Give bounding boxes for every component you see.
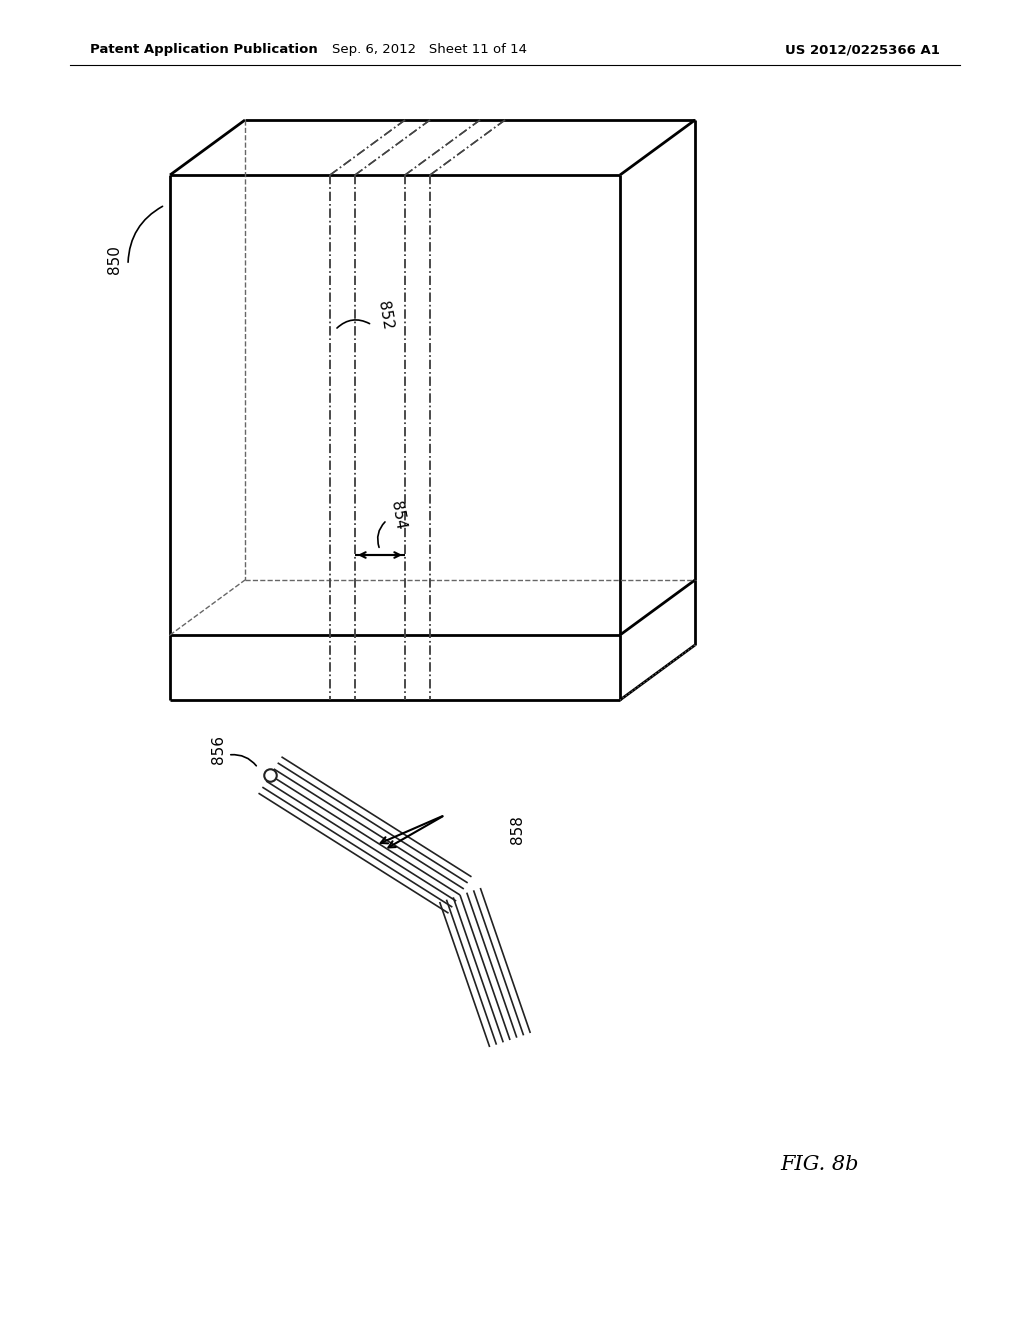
Text: US 2012/0225366 A1: US 2012/0225366 A1 — [785, 44, 940, 57]
Text: 858: 858 — [510, 816, 525, 845]
Text: Patent Application Publication: Patent Application Publication — [90, 44, 317, 57]
Text: 854: 854 — [388, 499, 408, 531]
Text: 856: 856 — [211, 735, 225, 764]
Text: 852: 852 — [375, 300, 395, 330]
Text: Sep. 6, 2012   Sheet 11 of 14: Sep. 6, 2012 Sheet 11 of 14 — [333, 44, 527, 57]
Text: FIG. 8b: FIG. 8b — [780, 1155, 859, 1175]
Text: 850: 850 — [108, 246, 123, 275]
